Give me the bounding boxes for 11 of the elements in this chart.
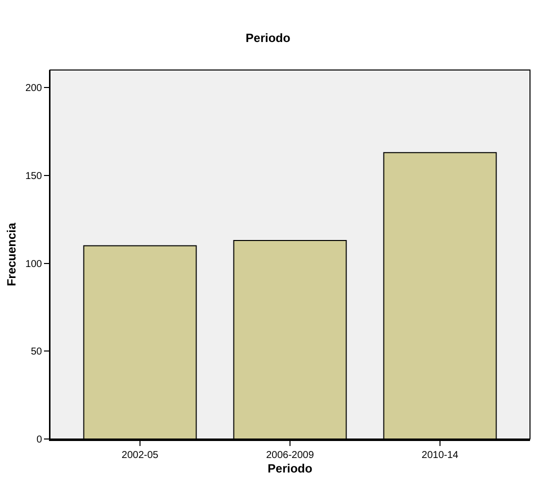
- x-tick-label: 2010-14: [422, 450, 459, 461]
- x-axis-title: Periodo: [268, 461, 312, 476]
- x-tick-label: 2006-2009: [266, 450, 314, 461]
- y-tick-label: 0: [36, 434, 42, 446]
- y-tick-label: 200: [25, 83, 42, 94]
- x-tick-label: 2002-05: [122, 450, 159, 461]
- y-tick-label: 100: [25, 258, 42, 270]
- y-axis-title: Frecuencia: [4, 222, 19, 286]
- y-tick-label: 50: [30, 346, 42, 358]
- chart-title: Periodo: [246, 31, 290, 46]
- y-tick-label: 150: [25, 170, 42, 182]
